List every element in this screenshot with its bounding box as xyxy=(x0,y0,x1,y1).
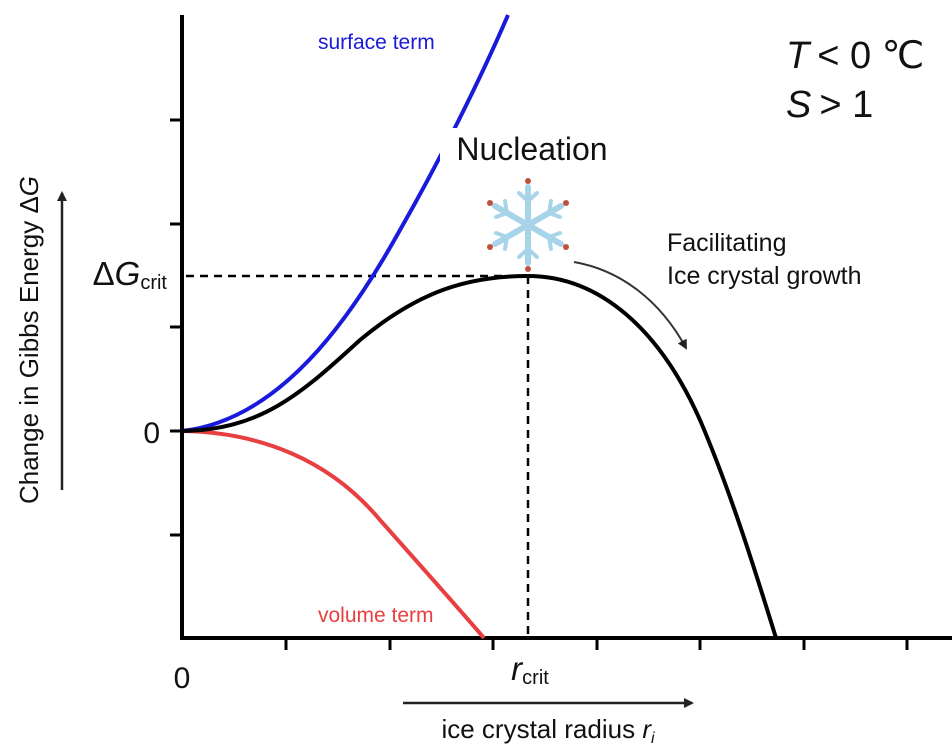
growth-label: Ice crystal growth xyxy=(667,262,862,290)
snowflake-icon xyxy=(487,178,569,272)
ticks xyxy=(170,118,909,650)
volume-curve xyxy=(181,429,486,640)
growth-label: Facilitating xyxy=(667,229,787,257)
surface-curve xyxy=(181,14,510,433)
volume-label: volume term xyxy=(318,604,434,627)
r-crit-label: rcrit xyxy=(511,650,549,689)
dg-crit-label: ΔGcrit xyxy=(93,255,168,294)
crit-guides xyxy=(186,274,530,636)
condition-t: T < 0 ℃ xyxy=(786,35,924,77)
total-curve xyxy=(181,273,778,639)
surface-label: surface term xyxy=(318,31,435,54)
label-bg xyxy=(440,128,620,172)
condition-s: S > 1 xyxy=(786,84,873,126)
nucleation-label: Nucleation xyxy=(456,131,607,167)
x-axis-title: ice crystal radius ri xyxy=(441,714,655,744)
y-zero-label: 0 xyxy=(143,417,160,450)
growth-arrow xyxy=(573,261,687,350)
y-axis-title: Change in Gibbs Energy ΔG xyxy=(14,176,44,504)
x-zero-label: 0 xyxy=(174,662,191,695)
